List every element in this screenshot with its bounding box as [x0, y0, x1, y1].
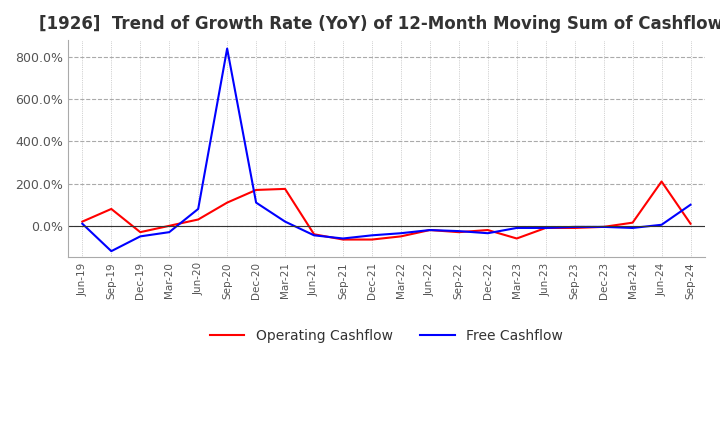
- Free Cashflow: [281, 219, 289, 224]
- Operating Cashflow: [629, 220, 637, 225]
- Operating Cashflow: [397, 234, 405, 239]
- Operating Cashflow: [78, 219, 86, 224]
- Operating Cashflow: [686, 221, 695, 226]
- Free Cashflow: [454, 228, 463, 234]
- Operating Cashflow: [454, 230, 463, 235]
- Free Cashflow: [78, 221, 86, 226]
- Free Cashflow: [107, 249, 116, 254]
- Operating Cashflow: [426, 227, 434, 233]
- Free Cashflow: [222, 46, 231, 51]
- Line: Free Cashflow: Free Cashflow: [82, 48, 690, 251]
- Operating Cashflow: [657, 179, 666, 184]
- Operating Cashflow: [281, 186, 289, 191]
- Operating Cashflow: [338, 237, 347, 242]
- Free Cashflow: [513, 225, 521, 231]
- Free Cashflow: [629, 225, 637, 231]
- Operating Cashflow: [136, 230, 145, 235]
- Free Cashflow: [136, 234, 145, 239]
- Free Cashflow: [338, 236, 347, 241]
- Free Cashflow: [657, 222, 666, 227]
- Operating Cashflow: [513, 236, 521, 241]
- Operating Cashflow: [541, 225, 550, 231]
- Operating Cashflow: [107, 206, 116, 212]
- Operating Cashflow: [368, 237, 377, 242]
- Line: Operating Cashflow: Operating Cashflow: [82, 182, 690, 239]
- Legend: Operating Cashflow, Free Cashflow: Operating Cashflow, Free Cashflow: [204, 323, 569, 348]
- Operating Cashflow: [222, 200, 231, 205]
- Operating Cashflow: [194, 217, 202, 222]
- Free Cashflow: [165, 230, 174, 235]
- Free Cashflow: [541, 225, 550, 231]
- Free Cashflow: [570, 224, 579, 230]
- Free Cashflow: [483, 231, 492, 236]
- Operating Cashflow: [570, 225, 579, 231]
- Free Cashflow: [252, 200, 261, 205]
- Free Cashflow: [194, 206, 202, 212]
- Free Cashflow: [426, 227, 434, 233]
- Operating Cashflow: [165, 223, 174, 228]
- Operating Cashflow: [483, 227, 492, 233]
- Operating Cashflow: [310, 231, 318, 237]
- Free Cashflow: [599, 224, 608, 230]
- Title: [1926]  Trend of Growth Rate (YoY) of 12-Month Moving Sum of Cashflows: [1926] Trend of Growth Rate (YoY) of 12-…: [40, 15, 720, 33]
- Free Cashflow: [310, 233, 318, 238]
- Free Cashflow: [397, 231, 405, 236]
- Free Cashflow: [368, 233, 377, 238]
- Operating Cashflow: [252, 187, 261, 193]
- Operating Cashflow: [599, 224, 608, 230]
- Free Cashflow: [686, 202, 695, 207]
